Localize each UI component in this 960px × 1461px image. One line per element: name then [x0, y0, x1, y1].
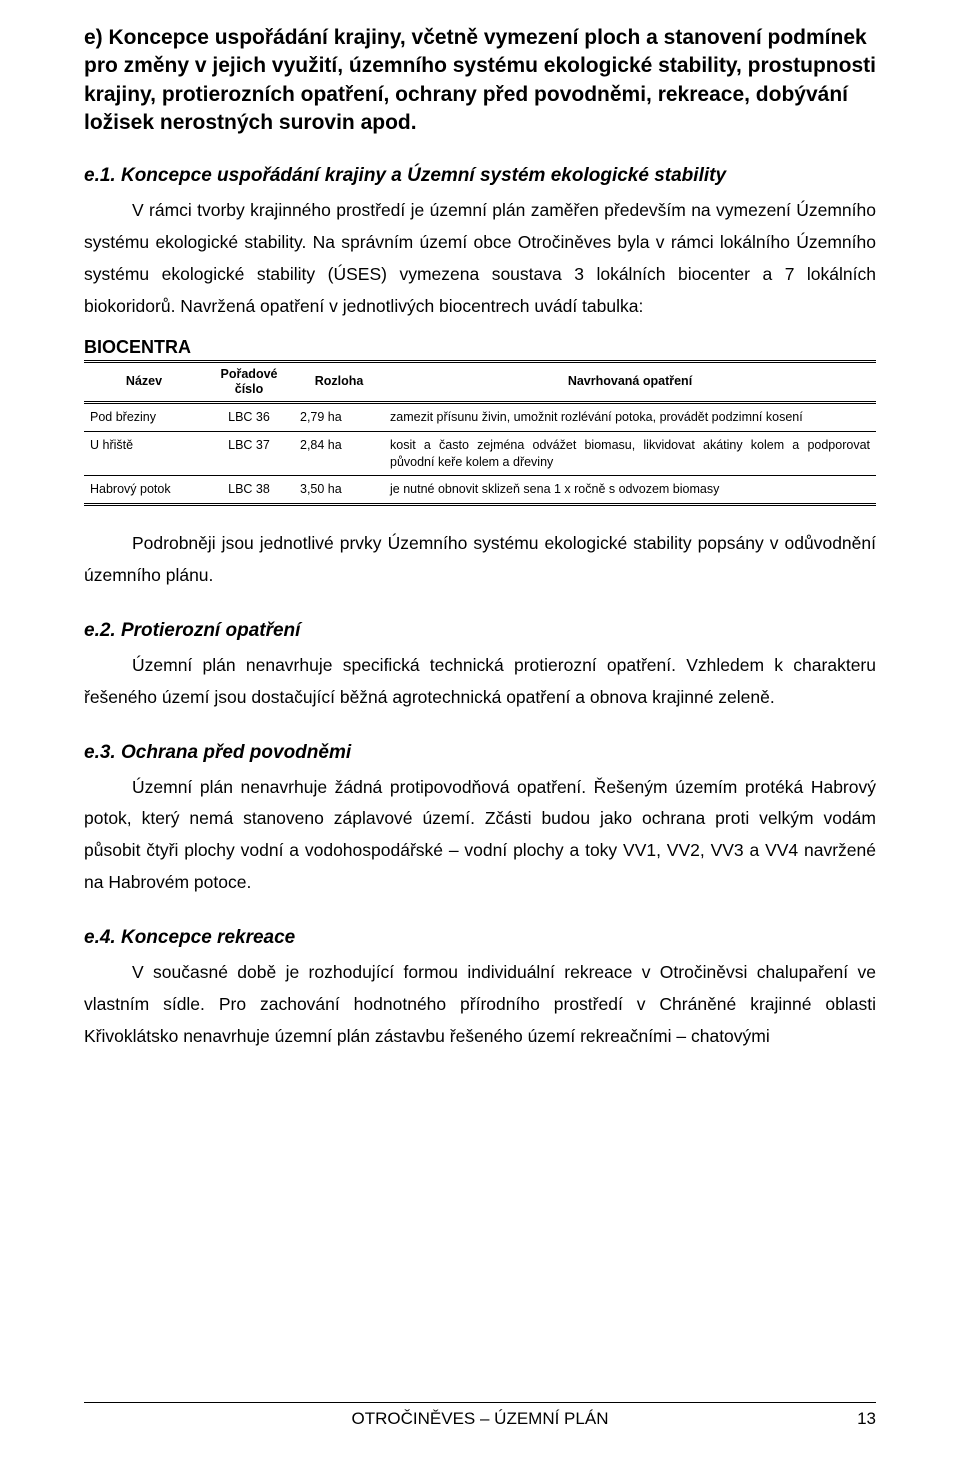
biocentra-table: Název Pořadové číslo Rozloha Navrhovaná … [84, 360, 876, 507]
th-op: Navrhovaná opatření [384, 361, 876, 402]
th-nazev: Název [84, 361, 204, 402]
heading-e3: e.3. Ochrana před povodněmi [84, 742, 876, 764]
document-page: e) Koncepce uspořádání krajiny, včetně v… [0, 0, 960, 1461]
heading-e4: e.4. Koncepce rekreace [84, 927, 876, 949]
cell-roz: 2,84 ha [294, 431, 384, 476]
heading-e: e) Koncepce uspořádání krajiny, včetně v… [84, 24, 876, 137]
paragraph-e2: Územní plán nenavrhuje specifická techni… [84, 650, 876, 714]
cell-op: je nutné obnovit sklizeň sena 1 x ročně … [384, 476, 876, 505]
table-row: U hřiště LBC 37 2,84 ha kosit a často ze… [84, 431, 876, 476]
paragraph-e1-note: Podrobněji jsou jednotlivé prvky Územníh… [84, 528, 876, 592]
heading-e1: e.1. Koncepce uspořádání krajiny a Územn… [84, 165, 876, 187]
th-pc: Pořadové číslo [204, 361, 294, 402]
footer-rule [84, 1402, 876, 1403]
cell-nazev: Pod březiny [84, 402, 204, 431]
cell-pc: LBC 37 [204, 431, 294, 476]
cell-nazev: Habrový potok [84, 476, 204, 505]
table-header-row: Název Pořadové číslo Rozloha Navrhovaná … [84, 361, 876, 402]
th-roz: Rozloha [294, 361, 384, 402]
heading-e2: e.2. Protierozní opatření [84, 620, 876, 642]
page-footer: OTROČINĚVES – ÚZEMNÍ PLÁN 13 [84, 1402, 876, 1429]
cell-roz: 3,50 ha [294, 476, 384, 505]
footer-page-number: 13 [836, 1409, 876, 1429]
cell-op: zamezit přísunu živin, umožnit rozlévání… [384, 402, 876, 431]
table-row: Pod březiny LBC 36 2,79 ha zamezit přísu… [84, 402, 876, 431]
cell-nazev: U hřiště [84, 431, 204, 476]
table-caption: BIOCENTRA [84, 337, 876, 358]
cell-roz: 2,79 ha [294, 402, 384, 431]
cell-op: kosit a často zejména odvážet biomasu, l… [384, 431, 876, 476]
footer-title: OTROČINĚVES – ÚZEMNÍ PLÁN [124, 1409, 836, 1429]
paragraph-e1: V rámci tvorby krajinného prostředí je ú… [84, 195, 876, 322]
table-row: Habrový potok LBC 38 3,50 ha je nutné ob… [84, 476, 876, 505]
footer-row: OTROČINĚVES – ÚZEMNÍ PLÁN 13 [84, 1409, 876, 1429]
cell-pc: LBC 36 [204, 402, 294, 431]
cell-pc: LBC 38 [204, 476, 294, 505]
paragraph-e4: V současné době je rozhodující formou in… [84, 957, 876, 1053]
paragraph-e3: Územní plán nenavrhuje žádná protipovodň… [84, 772, 876, 899]
